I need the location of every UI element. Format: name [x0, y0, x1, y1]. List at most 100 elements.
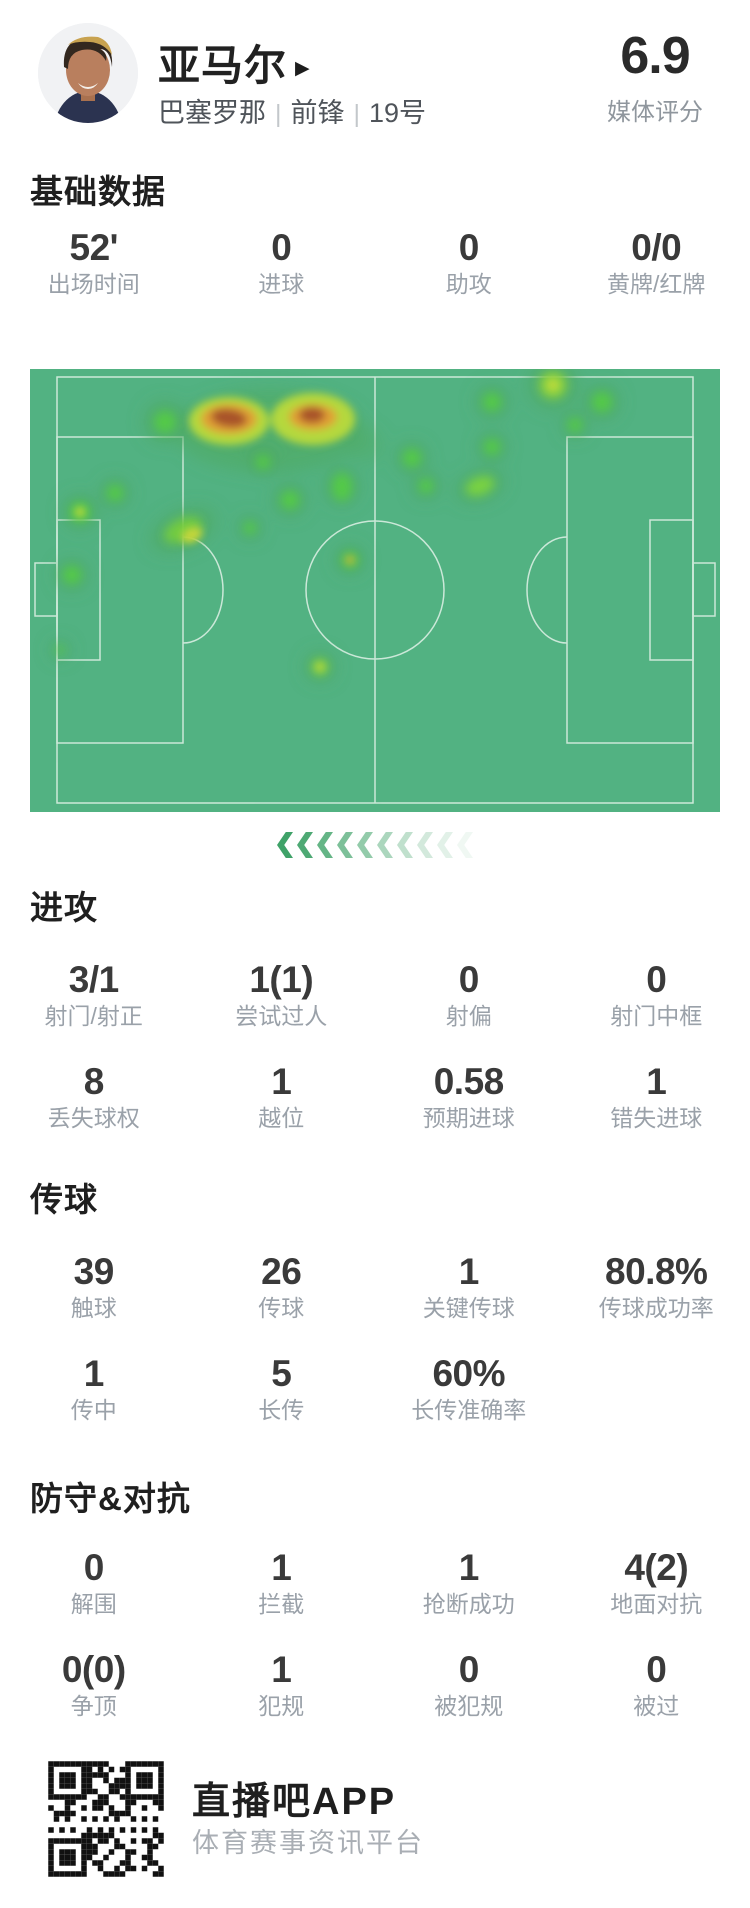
- chevron-left-icon: [297, 832, 313, 858]
- passing-stats-grid: 39 触球 26 传球 1 关键传球 80.8% 传球成功率 1 传中 5 长传 60% 长传准确率: [0, 1250, 750, 1424]
- media-rating-value: 6.9: [620, 27, 690, 85]
- stat-value: 8: [83, 1061, 105, 1102]
- stat-value: 1: [458, 1547, 480, 1588]
- chevron-left-icon: [277, 832, 293, 858]
- stat-label: 射偏: [445, 1003, 492, 1029]
- stat-cell: 0 被犯规: [375, 1648, 563, 1720]
- stat-label: 进球: [258, 271, 305, 297]
- stat-label: 尝试过人: [235, 1003, 328, 1029]
- section-title-attack: 进攻: [30, 889, 98, 926]
- section-title-defense: 防守&对抗: [30, 1480, 191, 1517]
- stats-row: 1 传中 5 长传 60% 长传准确率: [0, 1352, 750, 1424]
- qr-code: [45, 1758, 167, 1880]
- stat-value: 0: [458, 959, 480, 1000]
- stat-cell: 1 传中: [0, 1352, 188, 1424]
- stat-label: 助攻: [445, 271, 492, 297]
- stat-cell: 4(2) 地面对抗: [563, 1546, 750, 1618]
- stat-value: 60%: [432, 1353, 506, 1394]
- stat-value: 3/1: [68, 959, 119, 1000]
- stat-cell: 0.58 预期进球: [375, 1060, 563, 1132]
- chevron-left-icon: [397, 832, 413, 858]
- stat-value: 4(2): [624, 1547, 689, 1588]
- stat-value: 1: [458, 1251, 480, 1292]
- stat-value: 5: [271, 1353, 292, 1394]
- stat-cell: 60% 长传准确率: [375, 1352, 563, 1424]
- defense-stats-grid: 0 解围 1 拦截 1 抢断成功 4(2) 地面对抗 0(0) 争顶 1 犯规 0 被犯规 0 被过: [0, 1546, 750, 1720]
- stat-cell: 52' 出场时间: [0, 226, 188, 298]
- stat-label: 关键传球: [422, 1295, 515, 1321]
- stat-value: 0.58: [433, 1061, 505, 1102]
- chevron-left-icon: [317, 832, 333, 858]
- stat-cell: 1 越位: [188, 1060, 376, 1132]
- chevron-left-icon: [357, 832, 373, 858]
- chevron-left-icon: [437, 832, 453, 858]
- heat-hot-cores: [75, 379, 559, 671]
- stat-value: 0: [83, 1547, 105, 1588]
- stat-label: 犯规: [258, 1693, 305, 1719]
- stats-row: 39 触球 26 传球 1 关键传球 80.8% 传球成功率: [0, 1250, 750, 1322]
- stat-cell: 0(0) 争顶: [0, 1648, 188, 1720]
- stat-label: 被过: [633, 1693, 680, 1719]
- stat-label: 黄牌/红牌: [607, 271, 706, 297]
- team-name: 巴塞罗那: [158, 98, 266, 128]
- stat-cell: 0 射偏: [375, 958, 563, 1030]
- stat-value: 39: [73, 1251, 115, 1292]
- player-number: 19号: [369, 98, 427, 128]
- stat-label: 出场时间: [47, 271, 140, 297]
- stats-row: 3/1 射门/射正 1(1) 尝试过人 0 射偏 0 射门中框: [0, 958, 750, 1030]
- chevron-left-icon: [417, 832, 433, 858]
- stat-value: 1: [271, 1061, 292, 1102]
- stat-value: 1: [646, 1061, 667, 1102]
- avatar: [38, 23, 138, 123]
- stat-value: 0(0): [61, 1649, 126, 1690]
- stat-label: 地面对抗: [610, 1591, 703, 1617]
- stat-cell: 1 抢断成功: [375, 1546, 563, 1618]
- stat-value: 0: [646, 959, 667, 1000]
- separator: |: [275, 100, 282, 128]
- stat-cell: 0 射门中框: [563, 958, 750, 1030]
- chevron-left-icon: [457, 832, 473, 858]
- player-name-link[interactable]: 亚马尔 ▶: [158, 40, 311, 92]
- stat-label: 传球成功率: [598, 1295, 714, 1321]
- stat-value: 1: [271, 1547, 292, 1588]
- separator: |: [353, 100, 361, 128]
- stat-cell: 0/0 黄牌/红牌: [563, 226, 750, 298]
- player-name: 亚马尔: [158, 42, 288, 89]
- stat-label: 抢断成功: [422, 1591, 515, 1617]
- stat-label: 长传准确率: [411, 1397, 527, 1423]
- stat-label: 错失进球: [610, 1105, 703, 1131]
- stat-cell: 80.8% 传球成功率: [563, 1250, 750, 1322]
- stat-cell: 1 拦截: [188, 1546, 376, 1618]
- stat-cell: 0 进球: [188, 226, 376, 298]
- stats-row: 8 丢失球权 1 越位 0.58 预期进球 1 错失进球: [0, 1060, 750, 1132]
- stat-label: 传球: [258, 1295, 305, 1321]
- stat-label: 解围: [70, 1591, 117, 1617]
- stat-cell: 0 被过: [563, 1648, 750, 1720]
- stat-label: 长传: [258, 1397, 305, 1423]
- stat-label: 射门/射正: [44, 1003, 143, 1029]
- stat-value: 1: [271, 1649, 292, 1690]
- stat-cell: 1 关键传球: [375, 1250, 563, 1322]
- stat-value: 0: [458, 227, 480, 268]
- stat-label: 丢失球权: [47, 1105, 140, 1131]
- stat-label: 触球: [70, 1295, 117, 1321]
- stat-value: 0/0: [631, 227, 682, 268]
- section-title-passing: 传球: [30, 1181, 98, 1218]
- stat-value: 0: [271, 227, 292, 268]
- app-description: 体育赛事资讯平台: [192, 1828, 424, 1858]
- heatmap-pitch: [30, 359, 720, 812]
- attack-stats-grid: 3/1 射门/射正 1(1) 尝试过人 0 射偏 0 射门中框 8 丢失球权 1 越位 0.58 预期进球…: [0, 958, 750, 1132]
- player-sub-info: 巴塞罗那 | 前锋 | 19号: [158, 96, 426, 130]
- stat-label: 越位: [258, 1105, 305, 1131]
- stat-value: 0: [458, 1649, 480, 1690]
- basic-stats-grid: 52' 出场时间 0 进球 0 助攻 0/0 黄牌/红牌: [0, 226, 750, 298]
- stat-value: 52': [69, 227, 119, 268]
- stat-label: 拦截: [258, 1591, 305, 1617]
- stat-label: 被犯规: [434, 1693, 504, 1719]
- heat-green-cores: [55, 371, 612, 675]
- stat-value: 26: [261, 1251, 302, 1292]
- stat-label: 争顶: [70, 1693, 117, 1719]
- stat-cell: 3/1 射门/射正: [0, 958, 188, 1030]
- stat-cell: 1 犯规: [188, 1648, 376, 1720]
- stat-cell: 0 助攻: [375, 226, 563, 298]
